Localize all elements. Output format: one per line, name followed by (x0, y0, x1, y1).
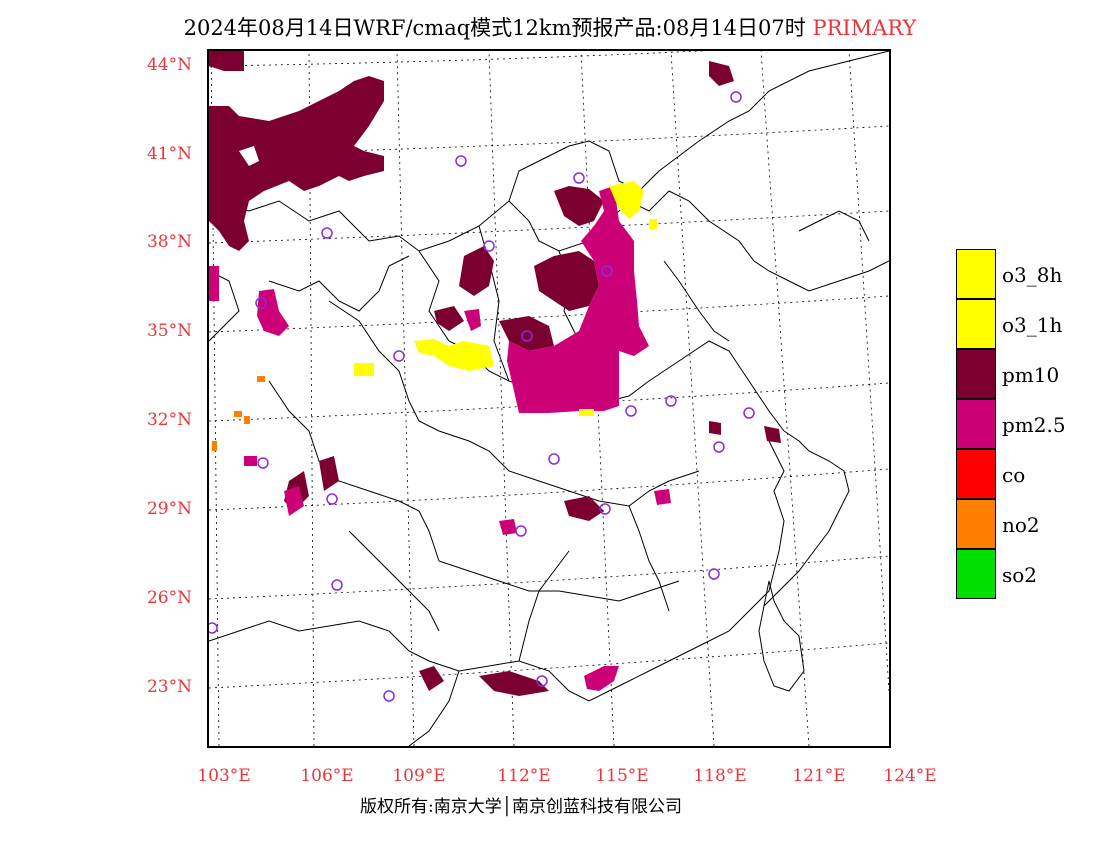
legend-swatch-so2 (956, 549, 996, 599)
lon-label-112e: 112°E (497, 766, 551, 786)
copyright-footer: 版权所有:南京大学│南京创蓝科技有限公司 (360, 797, 682, 817)
legend-swatch-o3-1h (956, 299, 996, 349)
lon-label-118e: 118°E (693, 766, 747, 786)
lat-label-35n: 35°N (146, 321, 192, 341)
legend-swatch-pm25 (956, 399, 996, 449)
legend-swatch-o3-8h (956, 249, 996, 299)
lat-label-23n: 23°N (146, 677, 192, 697)
legend-label-o3-8h: o3_8h (1002, 263, 1063, 287)
title-primary-tag: PRIMARY (812, 16, 917, 40)
legend-label-no2: no2 (1002, 513, 1040, 537)
lon-label-121e: 121°E (792, 766, 846, 786)
legend-label-pm10: pm10 (1002, 363, 1060, 387)
legend-swatch-no2 (956, 499, 996, 549)
lon-label-109e: 109°E (392, 766, 446, 786)
legend-label-pm25: pm2.5 (1002, 413, 1066, 437)
legend-label-so2: so2 (1002, 563, 1038, 587)
lat-label-38n: 38°N (146, 232, 192, 252)
lon-label-124e: 124°E (883, 766, 937, 786)
legend-swatch-co (956, 449, 996, 499)
legend-swatch-pm10 (956, 349, 996, 399)
pm25-areas (209, 186, 671, 691)
graticule (209, 51, 889, 746)
lon-label-115e: 115°E (595, 766, 649, 786)
map-canvas (209, 51, 889, 746)
lon-label-103e: 103°E (197, 766, 251, 786)
station-markers (209, 91, 755, 702)
lat-label-32n: 32°N (146, 410, 192, 430)
pm10-areas (209, 51, 781, 696)
lat-label-26n: 26°N (146, 588, 192, 608)
lat-label-41n: 41°N (146, 144, 192, 164)
lon-label-106e: 106°E (300, 766, 354, 786)
lat-label-44n: 44°N (146, 55, 192, 75)
title-text: 2024年08月14日WRF/cmaq模式12km预报产品:08月14日07时 (183, 16, 806, 40)
no2-areas (212, 376, 265, 451)
o3-areas (354, 181, 657, 416)
legend-label-co: co (1002, 463, 1026, 487)
map-panel (207, 49, 891, 748)
legend-label-o3-1h: o3_1h (1002, 313, 1063, 337)
map-title: 2024年08月14日WRF/cmaq模式12km预报产品:08月14日07时 … (0, 12, 1100, 42)
lat-label-29n: 29°N (146, 499, 192, 519)
